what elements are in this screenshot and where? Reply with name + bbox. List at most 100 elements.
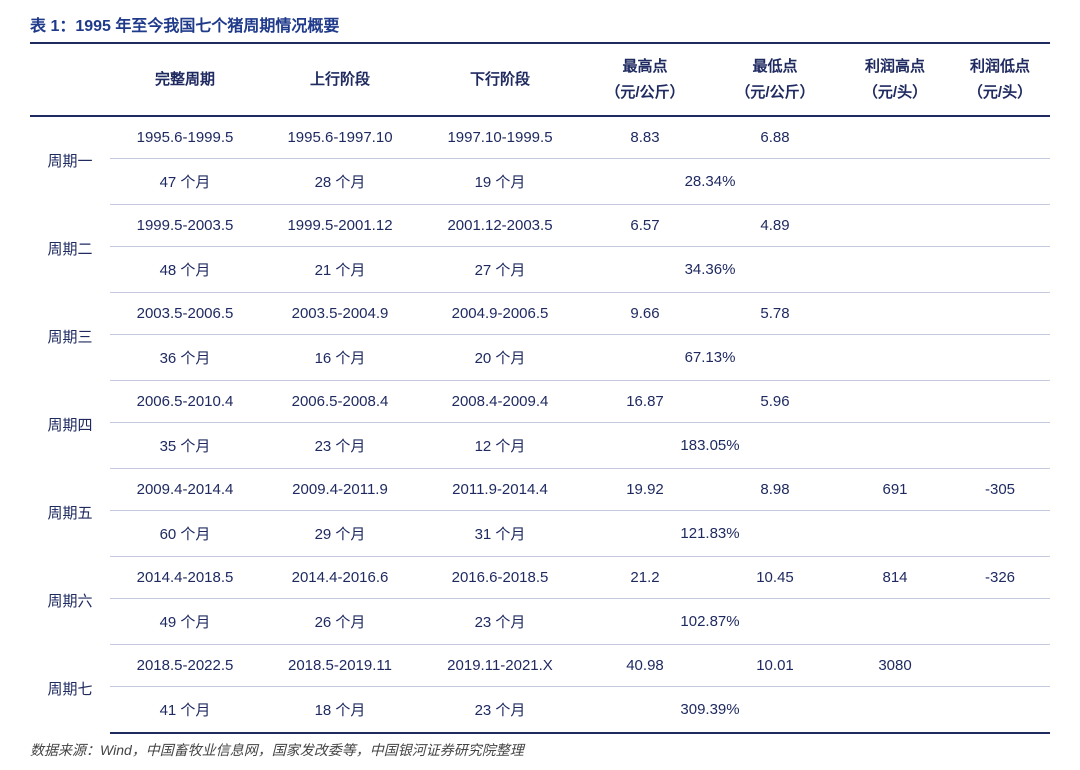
cell-pct: 67.13% xyxy=(580,335,840,381)
table-row: 周期五2009.4-2014.42009.4-2011.92011.9-2014… xyxy=(30,469,1050,511)
cell-empty xyxy=(950,423,1050,469)
cell-up-phase: 2006.5-2008.4 xyxy=(260,381,420,423)
data-source: 数据来源：Wind，中国畜牧业信息网，国家发改委等，中国银河证券研究院整理 xyxy=(30,734,1050,760)
cell-empty xyxy=(840,599,950,645)
cell-down-phase: 2016.6-2018.5 xyxy=(420,557,580,599)
cell-full-months: 41 个月 xyxy=(110,687,260,734)
cell-profit-high xyxy=(840,116,950,159)
cell-full-cycle: 2018.5-2022.5 xyxy=(110,645,260,687)
header-profit-high: 利润高点（元/头） xyxy=(840,43,950,116)
cell-high-point: 19.92 xyxy=(580,469,710,511)
cell-high-point: 6.57 xyxy=(580,205,710,247)
header-profit-low: 利润低点（元/头） xyxy=(950,43,1050,116)
cell-up-phase: 2009.4-2011.9 xyxy=(260,469,420,511)
cell-full-cycle: 2006.5-2010.4 xyxy=(110,381,260,423)
cell-full-months: 35 个月 xyxy=(110,423,260,469)
cycle-label: 周期七 xyxy=(30,645,110,734)
cell-down-months: 23 个月 xyxy=(420,687,580,734)
cell-empty xyxy=(840,687,950,734)
cell-profit-low: -326 xyxy=(950,557,1050,599)
header-low-point: 最低点（元/公斤） xyxy=(710,43,840,116)
cell-empty xyxy=(950,687,1050,734)
cell-full-months: 60 个月 xyxy=(110,511,260,557)
cell-pct: 34.36% xyxy=(580,247,840,293)
cell-low-point: 6.88 xyxy=(710,116,840,159)
table-row: 周期六2014.4-2018.52014.4-2016.62016.6-2018… xyxy=(30,557,1050,599)
table-row: 49 个月26 个月23 个月102.87% xyxy=(30,599,1050,645)
table-row: 36 个月16 个月20 个月67.13% xyxy=(30,335,1050,381)
cycle-label: 周期二 xyxy=(30,205,110,293)
cell-full-months: 36 个月 xyxy=(110,335,260,381)
cell-full-months: 49 个月 xyxy=(110,599,260,645)
table-body: 周期一1995.6-1999.51995.6-1997.101997.10-19… xyxy=(30,116,1050,733)
cell-profit-high: 3080 xyxy=(840,645,950,687)
cell-profit-high xyxy=(840,293,950,335)
table-title: 表 1：1995 年至今我国七个猪周期情况概要 xyxy=(30,12,1050,42)
header-row: 完整周期 上行阶段 下行阶段 最高点（元/公斤） 最低点（元/公斤） 利润高点（… xyxy=(30,43,1050,116)
cell-up-phase: 2018.5-2019.11 xyxy=(260,645,420,687)
cell-low-point: 10.45 xyxy=(710,557,840,599)
table-row: 周期三2003.5-2006.52003.5-2004.92004.9-2006… xyxy=(30,293,1050,335)
cell-down-months: 31 个月 xyxy=(420,511,580,557)
cell-profit-low xyxy=(950,116,1050,159)
cell-profit-low: -305 xyxy=(950,469,1050,511)
cell-profit-low xyxy=(950,205,1050,247)
table-row: 47 个月28 个月19 个月28.34% xyxy=(30,159,1050,205)
cell-high-point: 40.98 xyxy=(580,645,710,687)
cell-empty xyxy=(950,599,1050,645)
cell-profit-low xyxy=(950,293,1050,335)
cycle-label: 周期五 xyxy=(30,469,110,557)
cycle-label: 周期六 xyxy=(30,557,110,645)
cell-empty xyxy=(840,335,950,381)
cell-down-phase: 2019.11-2021.X xyxy=(420,645,580,687)
cell-up-months: 16 个月 xyxy=(260,335,420,381)
cell-down-months: 19 个月 xyxy=(420,159,580,205)
table-row: 周期四2006.5-2010.42006.5-2008.42008.4-2009… xyxy=(30,381,1050,423)
cell-profit-high: 691 xyxy=(840,469,950,511)
cell-full-months: 48 个月 xyxy=(110,247,260,293)
cell-high-point: 9.66 xyxy=(580,293,710,335)
cell-low-point: 5.78 xyxy=(710,293,840,335)
cell-empty xyxy=(950,511,1050,557)
cycle-label: 周期三 xyxy=(30,293,110,381)
cell-down-months: 20 个月 xyxy=(420,335,580,381)
cell-down-phase: 2004.9-2006.5 xyxy=(420,293,580,335)
cell-profit-low xyxy=(950,645,1050,687)
pig-cycle-table: 完整周期 上行阶段 下行阶段 最高点（元/公斤） 最低点（元/公斤） 利润高点（… xyxy=(30,42,1050,734)
table-row: 周期一1995.6-1999.51995.6-1997.101997.10-19… xyxy=(30,116,1050,159)
header-label xyxy=(30,43,110,116)
cell-down-months: 23 个月 xyxy=(420,599,580,645)
cell-empty xyxy=(950,159,1050,205)
cell-profit-high xyxy=(840,381,950,423)
cell-down-phase: 2008.4-2009.4 xyxy=(420,381,580,423)
cell-profit-low xyxy=(950,381,1050,423)
cell-low-point: 5.96 xyxy=(710,381,840,423)
cell-full-cycle: 1999.5-2003.5 xyxy=(110,205,260,247)
cell-pct: 102.87% xyxy=(580,599,840,645)
header-down-phase: 下行阶段 xyxy=(420,43,580,116)
cell-full-cycle: 2003.5-2006.5 xyxy=(110,293,260,335)
cell-empty xyxy=(840,159,950,205)
header-high-point: 最高点（元/公斤） xyxy=(580,43,710,116)
cell-up-months: 23 个月 xyxy=(260,423,420,469)
cell-empty xyxy=(840,247,950,293)
table-row: 35 个月23 个月12 个月183.05% xyxy=(30,423,1050,469)
table-row: 周期七2018.5-2022.52018.5-2019.112019.11-20… xyxy=(30,645,1050,687)
cell-down-phase: 2001.12-2003.5 xyxy=(420,205,580,247)
table-row: 60 个月29 个月31 个月121.83% xyxy=(30,511,1050,557)
cell-low-point: 8.98 xyxy=(710,469,840,511)
cell-up-phase: 2003.5-2004.9 xyxy=(260,293,420,335)
cell-empty xyxy=(840,423,950,469)
cell-empty xyxy=(950,335,1050,381)
table-row: 48 个月21 个月27 个月34.36% xyxy=(30,247,1050,293)
cell-up-months: 18 个月 xyxy=(260,687,420,734)
cell-pct: 183.05% xyxy=(580,423,840,469)
cell-pct: 28.34% xyxy=(580,159,840,205)
cell-profit-high: 814 xyxy=(840,557,950,599)
table-container: 表 1：1995 年至今我国七个猪周期情况概要 完整周期 上行阶段 下行阶段 最… xyxy=(0,0,1080,770)
cell-up-months: 28 个月 xyxy=(260,159,420,205)
cycle-label: 周期一 xyxy=(30,116,110,205)
cell-full-months: 47 个月 xyxy=(110,159,260,205)
cell-low-point: 4.89 xyxy=(710,205,840,247)
header-up-phase: 上行阶段 xyxy=(260,43,420,116)
